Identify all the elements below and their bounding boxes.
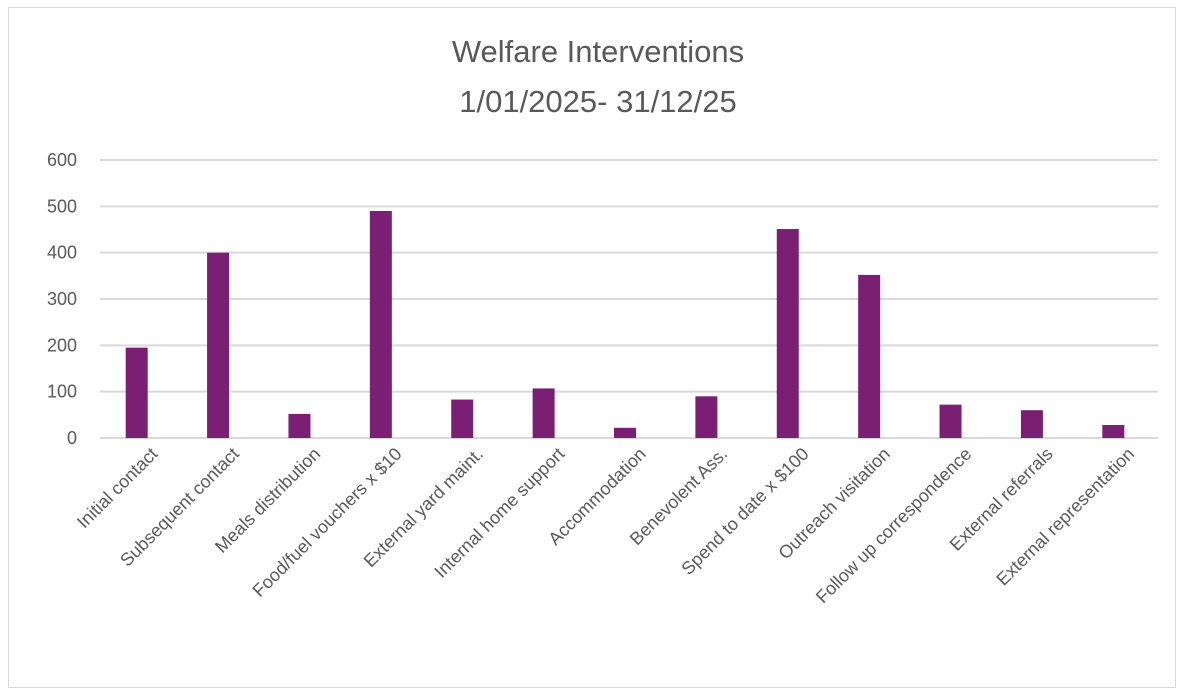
y-tick-label: 0 xyxy=(67,428,77,448)
bar xyxy=(369,210,392,438)
chart-title-line-1: Welfare Interventions xyxy=(452,34,744,69)
bar xyxy=(776,229,799,438)
bar xyxy=(451,399,474,438)
y-tick-label: 200 xyxy=(47,335,77,355)
bar xyxy=(858,274,881,438)
gridlines xyxy=(100,159,1158,439)
bar xyxy=(532,388,555,438)
y-tick-label: 600 xyxy=(47,150,77,170)
y-tick-label: 300 xyxy=(47,289,77,309)
y-axis-tick-labels: 0 100 200 300 400 500 600 xyxy=(47,150,77,448)
x-category-label: Follow up correspondence xyxy=(812,444,975,607)
y-tick-label: 500 xyxy=(47,196,77,216)
x-category-label: External representation xyxy=(992,444,1138,590)
bar xyxy=(125,347,148,438)
x-category-label: Initial contact xyxy=(73,444,161,532)
bar xyxy=(695,396,718,438)
bar xyxy=(614,427,636,438)
chart-title-line-2: 1/01/2025- 31/12/25 xyxy=(459,84,737,119)
bar xyxy=(1102,425,1125,438)
chart-frame xyxy=(8,7,1176,688)
bar xyxy=(939,404,962,438)
bar xyxy=(288,413,311,438)
bars xyxy=(125,210,1125,438)
bar xyxy=(1020,410,1043,438)
bar xyxy=(207,252,230,438)
y-tick-label: 100 xyxy=(47,382,77,402)
y-tick-label: 400 xyxy=(47,243,77,263)
x-category-label: Food/fuel vouchers x $10 xyxy=(249,444,406,601)
